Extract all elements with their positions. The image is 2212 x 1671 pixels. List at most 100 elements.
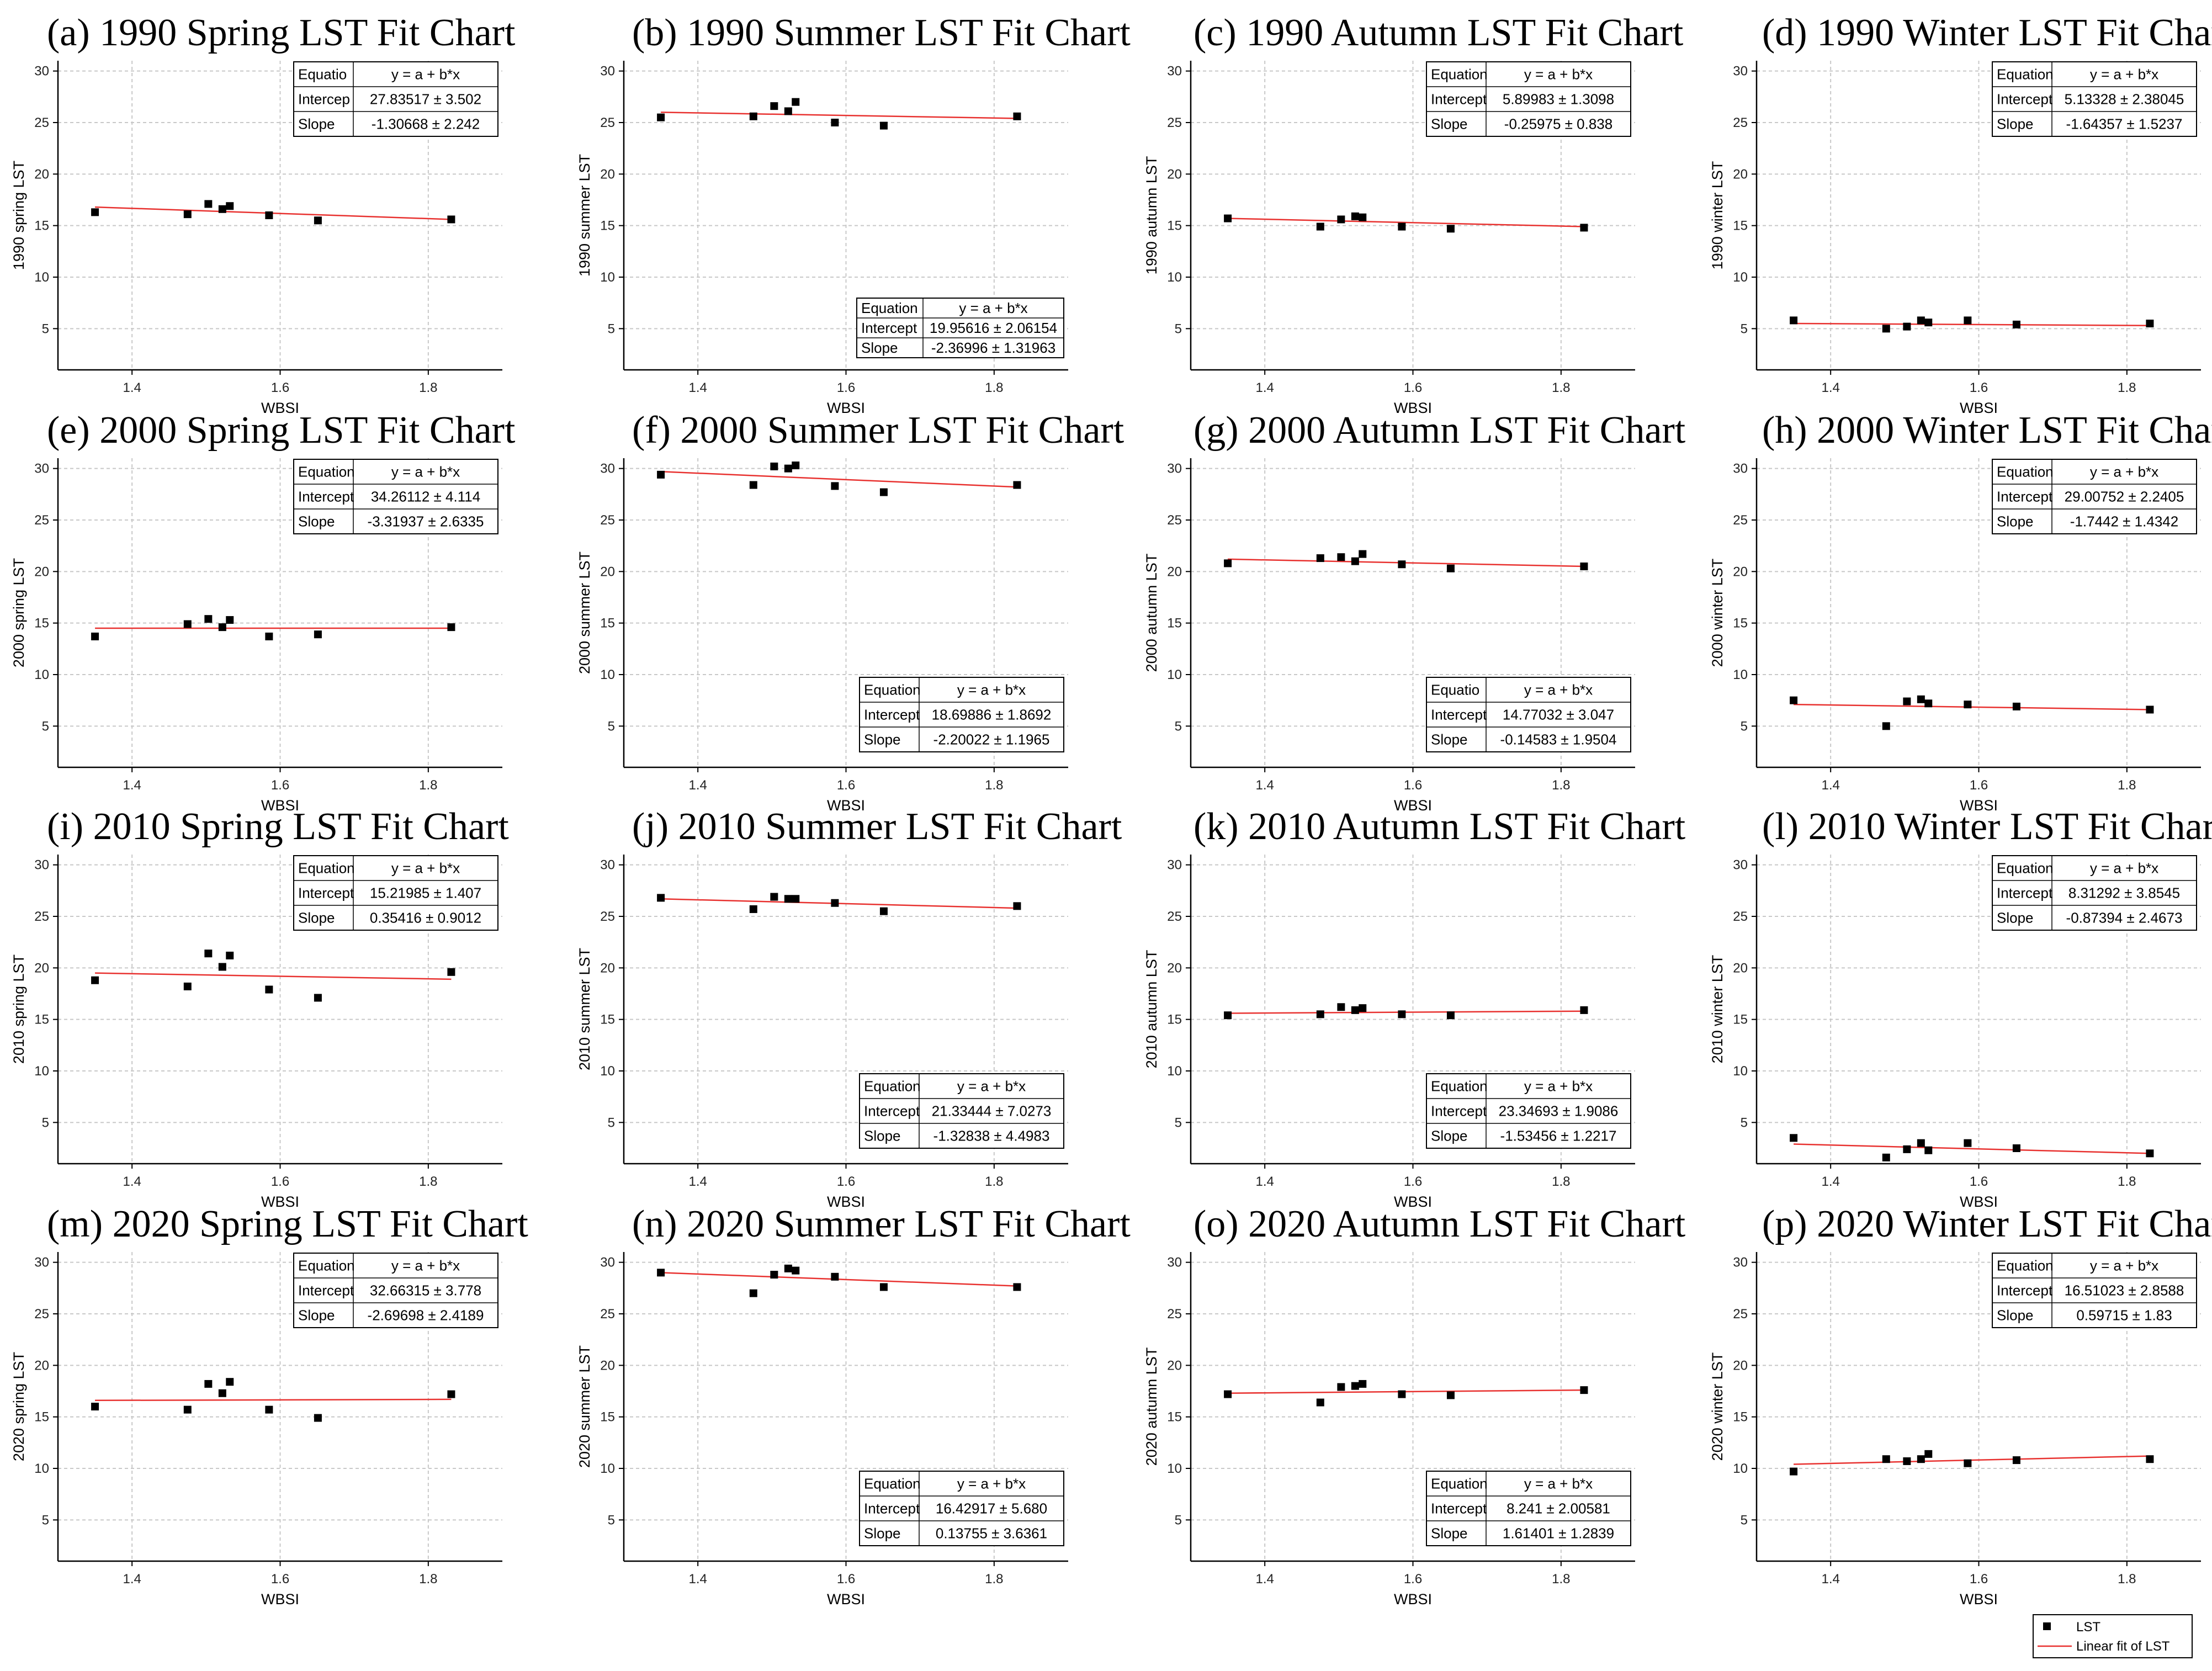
data-point — [447, 215, 455, 224]
table-key: Slope — [298, 910, 335, 926]
chart-title: (b) 1990 Summer LST Fit Chart — [632, 12, 1131, 54]
table-key: Slope — [298, 513, 335, 530]
data-point — [1790, 1134, 1798, 1142]
stats-table — [1426, 61, 1631, 137]
data-point — [2146, 705, 2154, 714]
x-axis-label: WBSI — [1394, 797, 1432, 814]
data-point — [879, 488, 888, 496]
chart-title: (j) 2010 Summer LST Fit Chart — [632, 805, 1122, 848]
table-value: 18.69886 ± 1.8692 — [932, 707, 1052, 723]
y-tick-label: 10 — [1733, 667, 1748, 682]
data-point — [1337, 1383, 1345, 1391]
y-tick-label: 20 — [1167, 564, 1182, 579]
y-tick-label: 10 — [600, 667, 615, 682]
table-key: Intercept — [1431, 91, 1487, 108]
x-axis-label: WBSI — [261, 1591, 299, 1608]
chart-panel: (k) 2010 Autumn LST Fit Chart 5 10 15 20 25 30… — [1143, 805, 1686, 1210]
chart-title: (p) 2020 Winter LST Fit Chart — [1762, 1203, 2212, 1245]
y-tick-label: 30 — [1167, 858, 1182, 873]
y-axis-label: 1990 winter LST — [1709, 161, 1726, 270]
fit-line — [95, 206, 452, 220]
stats-table — [1426, 1471, 1631, 1546]
data-point — [1924, 319, 1933, 327]
y-tick-label: 20 — [34, 564, 49, 579]
y-tick-label: 30 — [600, 1255, 615, 1270]
chart-title: (o) 2020 Autumn LST Fit Chart — [1193, 1203, 1686, 1245]
data-point — [1351, 1006, 1359, 1014]
y-axis-label: 1990 spring LST — [10, 161, 27, 270]
x-tick-label: 1.4 — [1255, 1572, 1274, 1587]
chart-panel: (d) 1990 Winter LST Fit Chart 5 10 15 20 25 30… — [1709, 12, 2212, 416]
data-point — [792, 895, 800, 903]
y-tick-label: 5 — [42, 1513, 49, 1527]
data-point — [1351, 1382, 1359, 1390]
y-tick-label: 30 — [34, 858, 49, 873]
table-value: y = a + b*x — [391, 1258, 460, 1274]
y-axis-label: 2020 summer LST — [576, 1345, 593, 1468]
data-point — [1398, 1390, 1406, 1398]
x-tick-label: 1.4 — [123, 778, 141, 793]
chart-panel: (p) 2020 Winter LST Fit Chart 5 10 15 20 25 30… — [1709, 1203, 2212, 1608]
y-tick-label: 30 — [600, 64, 615, 79]
data-point — [1316, 1010, 1324, 1018]
data-point — [1013, 112, 1021, 120]
y-tick-label: 15 — [1167, 219, 1182, 234]
table-value: 0.59715 ± 1.83 — [2076, 1307, 2172, 1324]
data-point — [314, 216, 322, 225]
fit-line — [95, 972, 452, 980]
y-axis-label: 1990 autumn LST — [1143, 156, 1160, 275]
data-point — [314, 1414, 322, 1422]
chart-title: (c) 1990 Autumn LST Fit Chart — [1193, 12, 1684, 54]
stats-table — [1992, 855, 2197, 931]
chart-panel: (h) 2000 Winter LST Fit Chart 5 10 15 20 25 30… — [1709, 409, 2212, 814]
data-point — [1917, 1139, 1925, 1147]
table-value: 29.00752 ± 2.2405 — [2065, 489, 2184, 505]
y-tick-label: 10 — [1167, 1461, 1182, 1476]
y-tick-label: 5 — [1741, 1513, 1748, 1527]
y-tick-label: 25 — [1167, 909, 1182, 924]
table-key: Slope — [864, 1525, 901, 1542]
table-key: Equation — [298, 1258, 355, 1274]
y-tick-label: 15 — [1167, 1012, 1182, 1027]
x-axis-label: WBSI — [1960, 1193, 1998, 1210]
x-axis-label: WBSI — [827, 1591, 865, 1608]
data-point — [2012, 702, 2020, 710]
x-tick-label: 1.6 — [1970, 778, 1988, 793]
y-tick-label: 15 — [600, 1012, 615, 1027]
data-point — [1964, 316, 1972, 325]
table-key: Slope — [864, 1128, 901, 1144]
x-tick-label: 1.4 — [123, 1572, 141, 1587]
data-point — [1316, 1398, 1324, 1407]
data-point — [784, 107, 792, 115]
data-point — [749, 112, 757, 120]
x-tick-label: 1.4 — [688, 1174, 707, 1189]
table-value: y = a + b*x — [959, 300, 1027, 316]
y-tick-label: 15 — [600, 1410, 615, 1425]
table-value: -3.31937 ± 2.6335 — [368, 513, 484, 530]
data-point — [1924, 1146, 1933, 1154]
table-value: 16.51023 ± 2.8588 — [2065, 1282, 2184, 1299]
data-point — [1337, 1003, 1345, 1011]
data-point — [1903, 697, 1911, 705]
table-value: -0.87394 ± 2.4673 — [2066, 910, 2183, 926]
table-key: Slope — [298, 1307, 335, 1324]
data-point — [91, 976, 99, 984]
table-value: 15.21985 ± 1.407 — [370, 885, 481, 901]
chart-title: (a) 1990 Spring LST Fit Chart — [47, 12, 516, 54]
chart-panel: (m) 2020 Spring LST Fit Chart 5 10 15 20 25 30… — [10, 1203, 528, 1608]
y-tick-label: 10 — [34, 667, 49, 682]
data-point — [226, 951, 234, 959]
y-tick-label: 15 — [1733, 616, 1748, 631]
y-tick-label: 15 — [600, 219, 615, 234]
y-tick-label: 30 — [1167, 461, 1182, 476]
y-tick-label: 20 — [1733, 961, 1748, 975]
chart-panel: (i) 2010 Spring LST Fit Chart 5 10 15 20 25 30… — [10, 805, 509, 1210]
data-point — [218, 205, 226, 213]
y-tick-label: 5 — [42, 719, 49, 734]
y-axis-label: 2020 autumn LST — [1143, 1348, 1160, 1466]
chart-panel: (g) 2000 Autumn LST Fit Chart 5 10 15 20 25 30… — [1143, 409, 1686, 814]
y-axis-label: 2010 autumn LST — [1143, 950, 1160, 1069]
data-point — [831, 1272, 839, 1281]
y-tick-label: 10 — [1733, 270, 1748, 285]
